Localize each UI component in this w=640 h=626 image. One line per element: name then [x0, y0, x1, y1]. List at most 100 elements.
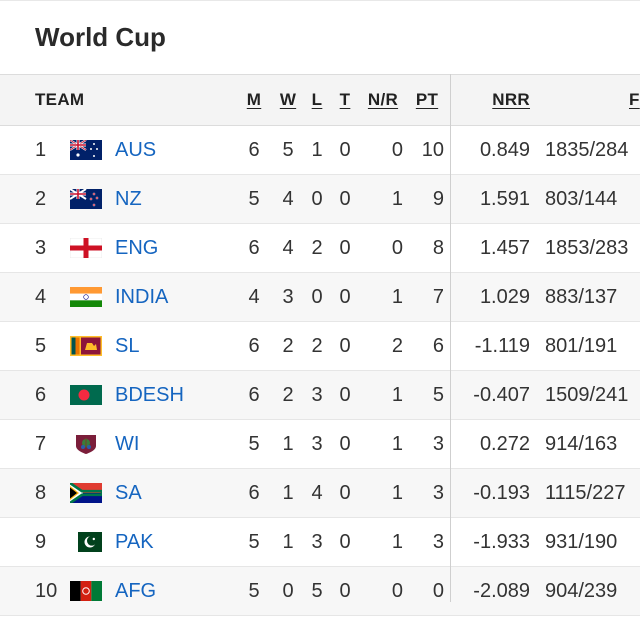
- wins-cell: 0: [282, 579, 294, 602]
- losses-cell: 3: [311, 530, 323, 553]
- new-zealand-flag-icon: [70, 189, 102, 209]
- nrr-cell: 0.849: [479, 138, 530, 161]
- table-row: 10 AFG 5 0 5 0 0 0 -2.089 904/239: [0, 567, 640, 616]
- ties-cell: 0: [339, 579, 351, 602]
- points-cell: 8: [432, 236, 444, 259]
- south-africa-flag-icon: [70, 483, 102, 503]
- ties-cell: 0: [339, 432, 351, 455]
- team-link[interactable]: AUS: [115, 138, 157, 161]
- wins-cell: 1: [282, 432, 294, 455]
- for-cell: 1853/283: [545, 236, 629, 259]
- rank-cell: 4: [35, 285, 47, 308]
- no-result-cell: 1: [391, 432, 403, 455]
- points-cell: 6: [432, 334, 444, 357]
- wins-cell: 3: [282, 285, 294, 308]
- rank-cell: 8: [35, 481, 47, 504]
- top-divider: [0, 0, 640, 1]
- nrr-cell: -0.193: [473, 481, 530, 504]
- team-link[interactable]: PAK: [115, 530, 154, 553]
- bangladesh-flag-icon: [70, 385, 102, 405]
- header-t-sort[interactable]: T: [339, 90, 351, 109]
- losses-cell: 4: [311, 481, 323, 504]
- rank-cell: 6: [35, 383, 47, 406]
- team-link[interactable]: SA: [115, 481, 142, 504]
- india-flag-icon: [70, 287, 102, 307]
- matches-cell: 6: [248, 138, 260, 161]
- table-row: 6 BDESH 6 2 3 0 1 5 -0.407 1509/241: [0, 371, 640, 420]
- for-cell: 904/239: [545, 579, 618, 602]
- nrr-column-divider: [450, 74, 451, 602]
- team-link[interactable]: BDESH: [115, 383, 184, 406]
- header-nr-sort[interactable]: N/R: [367, 90, 399, 109]
- team-link[interactable]: ENG: [115, 236, 159, 259]
- header-m-sort[interactable]: M: [246, 90, 262, 109]
- nrr-cell: -1.933: [473, 530, 530, 553]
- wins-cell: 4: [282, 187, 294, 210]
- nrr-cell: 1.591: [479, 187, 530, 210]
- table-row: 3 ENG 6 4 2 0 0 8 1.457 1853/283: [0, 224, 640, 273]
- ties-cell: 0: [339, 383, 351, 406]
- nrr-cell: -1.119: [474, 334, 530, 357]
- losses-cell: 2: [311, 236, 323, 259]
- header-nrr-sort[interactable]: NRR: [492, 90, 530, 109]
- ties-cell: 0: [339, 481, 351, 504]
- points-cell: 5: [432, 383, 444, 406]
- wins-cell: 2: [282, 334, 294, 357]
- table-row: 9 PAK 5 1 3 0 1 3 -1.933 931/190: [0, 518, 640, 567]
- matches-cell: 6: [248, 334, 260, 357]
- rank-cell: 3: [35, 236, 47, 259]
- losses-cell: 5: [311, 579, 323, 602]
- header-w-sort[interactable]: W: [279, 90, 297, 109]
- ties-cell: 0: [339, 236, 351, 259]
- header-pt-sort[interactable]: PT: [415, 90, 439, 109]
- west-indies-flag-icon: [70, 434, 102, 454]
- matches-cell: 5: [248, 432, 260, 455]
- ties-cell: 0: [339, 138, 351, 161]
- for-cell: 914/163: [545, 432, 618, 455]
- no-result-cell: 0: [391, 138, 403, 161]
- australia-flag-icon: [70, 140, 102, 160]
- no-result-cell: 0: [391, 236, 403, 259]
- team-link[interactable]: NZ: [115, 187, 142, 210]
- table-row: 4 INDIA 4 3 0 0 1 7 1.029 883/137: [0, 273, 640, 322]
- points-cell: 9: [432, 187, 444, 210]
- afghanistan-flag-icon: [70, 581, 102, 601]
- rank-cell: 9: [35, 530, 47, 553]
- table-row: 1 AUS 6 5 1 0 0 10 0.849 1835/284: [0, 126, 640, 175]
- nrr-cell: 1.457: [479, 236, 530, 259]
- nrr-cell: 1.029: [479, 285, 530, 308]
- no-result-cell: 0: [391, 579, 403, 602]
- team-link[interactable]: SL: [115, 334, 140, 357]
- losses-cell: 3: [311, 383, 323, 406]
- no-result-cell: 2: [391, 334, 403, 357]
- ties-cell: 0: [339, 187, 351, 210]
- table-row: 5 SL 6 2 2 0 2 6 -1.119 801/191: [0, 322, 640, 371]
- team-link[interactable]: WI: [115, 432, 140, 455]
- matches-cell: 5: [248, 530, 260, 553]
- no-result-cell: 1: [391, 481, 403, 504]
- losses-cell: 1: [311, 138, 323, 161]
- no-result-cell: 1: [391, 530, 403, 553]
- matches-cell: 5: [248, 187, 260, 210]
- header-f-sort[interactable]: F: [629, 90, 640, 109]
- matches-cell: 6: [248, 236, 260, 259]
- rank-cell: 2: [35, 187, 47, 210]
- nrr-cell: -0.407: [473, 383, 530, 406]
- header-l-sort[interactable]: L: [311, 90, 323, 109]
- matches-cell: 6: [248, 383, 260, 406]
- points-cell: 3: [432, 530, 444, 553]
- matches-cell: 6: [248, 481, 260, 504]
- for-cell: 931/190: [545, 530, 618, 553]
- nrr-cell: 0.272: [479, 432, 530, 455]
- wins-cell: 5: [282, 138, 294, 161]
- team-link[interactable]: AFG: [115, 579, 157, 602]
- points-cell: 3: [432, 481, 444, 504]
- ties-cell: 0: [339, 530, 351, 553]
- ties-cell: 0: [339, 285, 351, 308]
- wins-cell: 1: [282, 530, 294, 553]
- table-row: 8 SA 6 1 4 0 1 3 -0.193 1115/227: [0, 469, 640, 518]
- sri-lanka-flag-icon: [70, 336, 102, 356]
- matches-cell: 5: [248, 579, 260, 602]
- nrr-cell: -2.089: [473, 579, 530, 602]
- team-link[interactable]: INDIA: [115, 285, 169, 308]
